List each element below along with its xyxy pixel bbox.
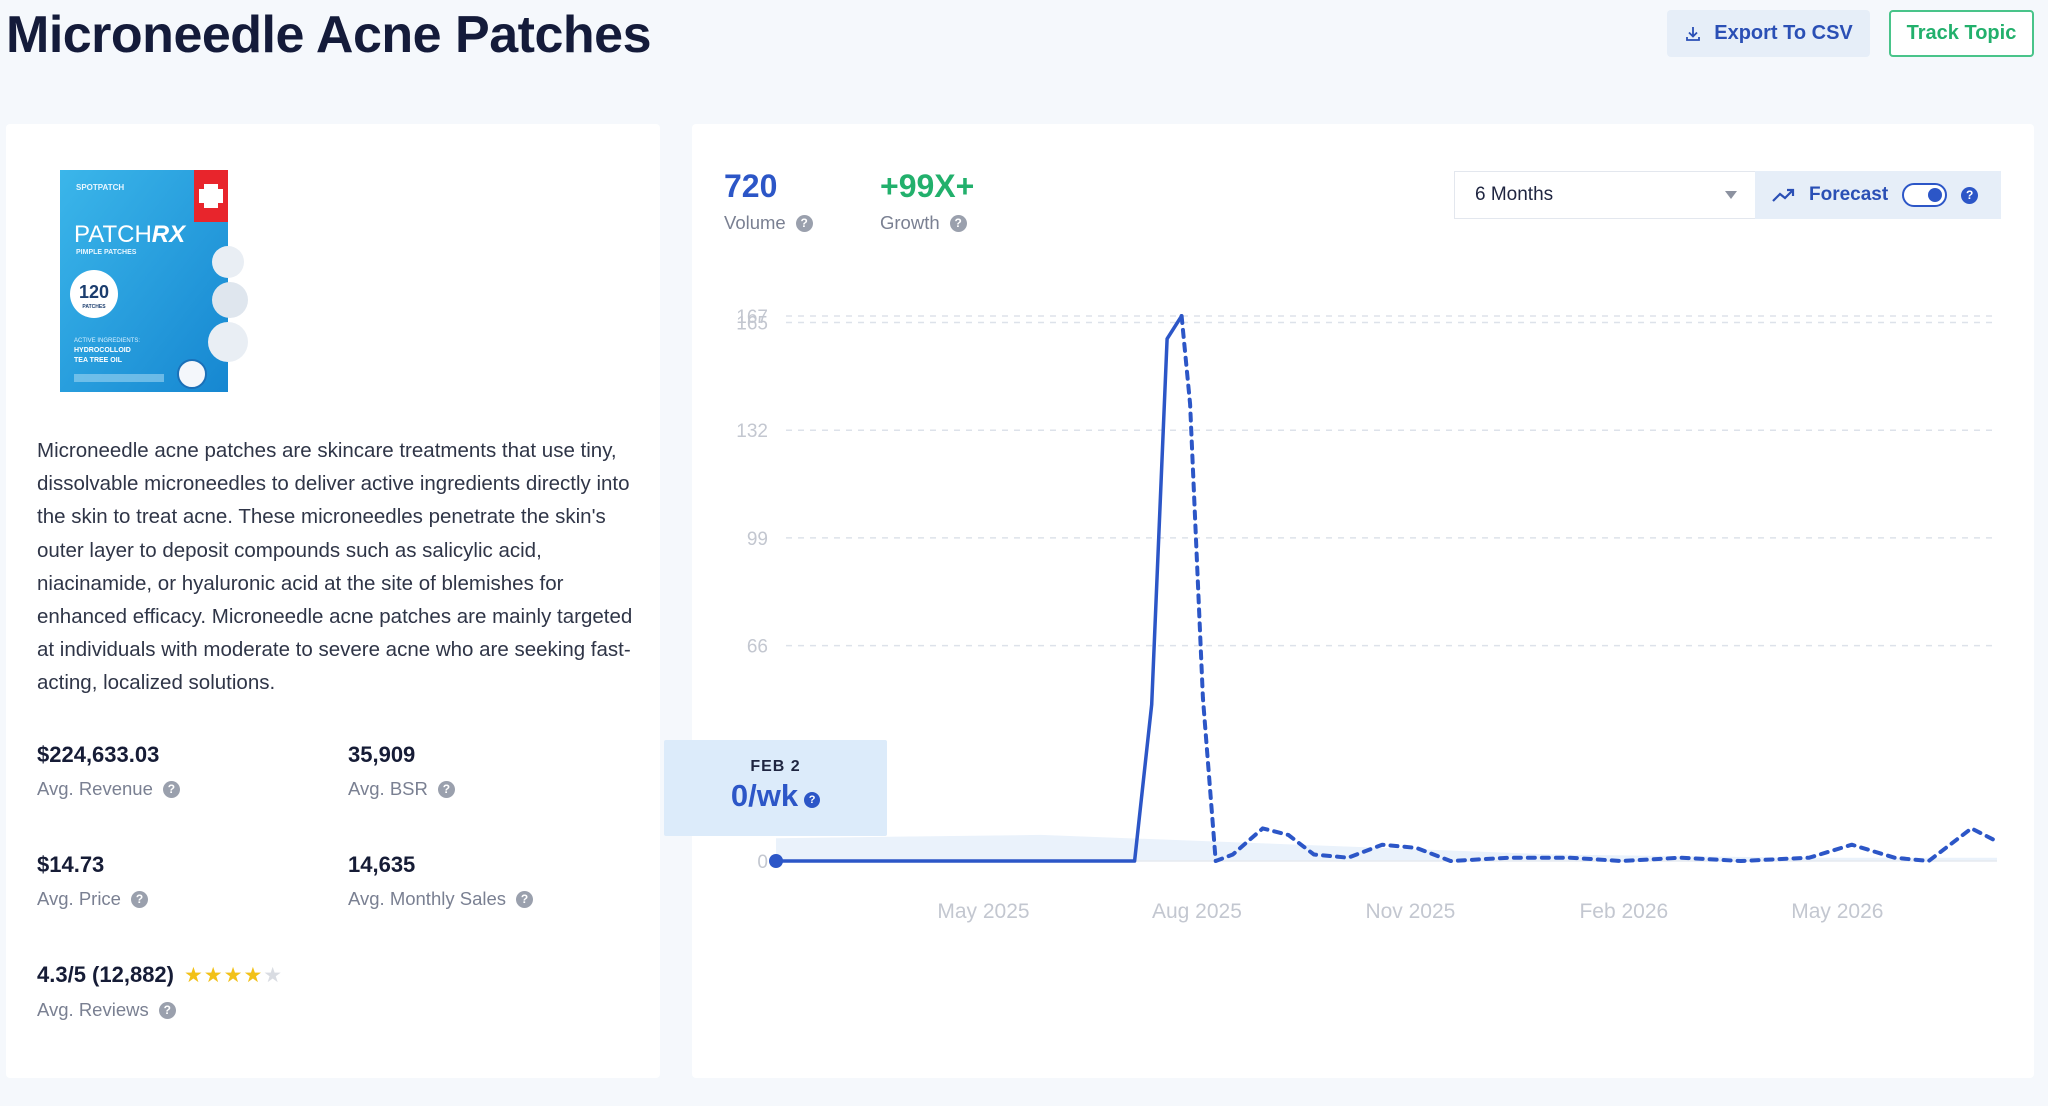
x-tick-label: Aug 2025: [1152, 900, 1242, 923]
product-ingredient-1: HYDROCOLLOID: [74, 347, 131, 354]
export-csv-label: Export To CSV: [1714, 22, 1853, 44]
help-icon[interactable]: ?: [437, 780, 455, 798]
product-name-plain: PATCH: [74, 221, 152, 248]
forecast-toggle-knob: [1928, 188, 1943, 202]
help-icon[interactable]: ?: [162, 780, 180, 798]
metric-growth: +99X+ Growth?: [880, 166, 974, 234]
svg-text:PATCHRX: PATCHRX: [74, 221, 187, 248]
download-icon: [1686, 26, 1701, 41]
rating-stars: ★★★★★: [183, 964, 284, 987]
volume-label: Volume: [724, 212, 786, 233]
tooltip-value: 0/wk: [730, 778, 799, 813]
stat-sales: 14,635 Avg. Monthly Sales?: [348, 850, 534, 910]
page-title: Microneedle Acne Patches: [6, 6, 651, 64]
x-tick-label: Feb 2026: [1579, 900, 1668, 923]
time-range-select[interactable]: 6 Months: [1454, 171, 1755, 219]
topic-description: Microneedle acne patches are skincare tr…: [37, 439, 633, 695]
y-tick-label: 132: [736, 421, 768, 442]
stat-price: $14.73 Avg. Price?: [37, 850, 148, 910]
metric-volume: 720 Volume?: [724, 166, 813, 234]
track-topic-button[interactable]: Track Topic: [1889, 10, 2034, 57]
stat-reviews-value: 4.3/5 (12,882): [37, 962, 174, 987]
time-range-value: 6 Months: [1475, 184, 1554, 205]
help-icon[interactable]: ?: [516, 890, 534, 908]
stat-revenue-label: Avg. Revenue: [37, 778, 153, 799]
help-icon[interactable]: ?: [130, 890, 148, 908]
chart-tooltip: FEB 2 0/wk?: [664, 740, 887, 836]
stat-price-value: $14.73: [37, 852, 105, 877]
volume-line: [774, 314, 1184, 863]
product-name-bold: RX: [152, 221, 187, 248]
tooltip-date: FEB 2: [750, 758, 801, 775]
product-ingredient-2: TEA TREE OIL: [74, 357, 123, 364]
stat-sales-label: Avg. Monthly Sales: [348, 888, 507, 909]
product-brand: SPOTPATCH: [76, 183, 124, 192]
help-icon[interactable]: ?: [795, 214, 813, 232]
help-icon[interactable]: ?: [1961, 186, 1979, 204]
stat-bsr-value: 35,909: [348, 742, 416, 767]
topic-details-card: SPOTPATCH PATCHRX PIMPLE PATCHES 120 PAT…: [6, 124, 660, 1078]
track-topic-label: Track Topic: [1906, 22, 2017, 44]
y-tick-label: 167: [736, 307, 768, 328]
y-tick-label: 66: [747, 637, 768, 658]
x-tick-label: May 2026: [1791, 900, 1883, 923]
forecast-line: [1179, 314, 1999, 863]
product-image: SPOTPATCH PATCHRX PIMPLE PATCHES 120 PAT…: [60, 170, 248, 392]
y-tick-label: 165: [736, 314, 768, 335]
stat-price-label: Avg. Price: [37, 888, 121, 909]
x-tick-label: May 2025: [937, 900, 1029, 923]
stat-revenue: $224,633.03 Avg. Revenue?: [37, 740, 180, 800]
stat-sales-value: 14,635: [348, 852, 416, 877]
y-tick-label: 0: [757, 852, 768, 873]
stat-reviews-label: Avg. Reviews: [37, 999, 149, 1020]
chart-hover-point: [769, 854, 783, 868]
forecast-toggle[interactable]: [1902, 183, 1948, 207]
y-tick-label: 99: [747, 529, 768, 550]
trend-chart-card: 720 Volume? +99X+ Growth? 6 Months Forec…: [692, 124, 2034, 1078]
trend-area: [776, 834, 1997, 861]
help-icon[interactable]: ?: [804, 792, 821, 808]
forecast-label: Forecast: [1809, 184, 1889, 205]
stat-bsr-label: Avg. BSR: [348, 778, 428, 799]
growth-label: Growth: [880, 212, 940, 233]
stat-bsr: 35,909 Avg. BSR?: [348, 740, 455, 800]
stat-reviews: 4.3/5 (12,882) ★★★★★ Avg. Reviews?: [37, 960, 283, 1021]
product-subtitle: PIMPLE PATCHES: [76, 249, 137, 256]
stat-revenue-value: $224,633.03: [37, 742, 160, 767]
help-icon[interactable]: ?: [158, 1001, 176, 1019]
x-tick-label: Nov 2025: [1365, 900, 1455, 923]
growth-value: +99X+: [880, 168, 975, 204]
trending-up-icon: [1772, 188, 1795, 202]
product-count-unit: PATCHES: [82, 304, 106, 310]
chevron-down-icon: [1725, 191, 1737, 199]
product-count: 120: [79, 282, 109, 302]
product-ingredients-heading: ACTIVE INGREDIENTS:: [74, 338, 140, 344]
forecast-control: Forecast ?: [1755, 171, 2001, 219]
help-icon[interactable]: ?: [949, 214, 967, 232]
volume-value: 720: [724, 168, 778, 204]
export-csv-button[interactable]: Export To CSV: [1667, 10, 1870, 57]
